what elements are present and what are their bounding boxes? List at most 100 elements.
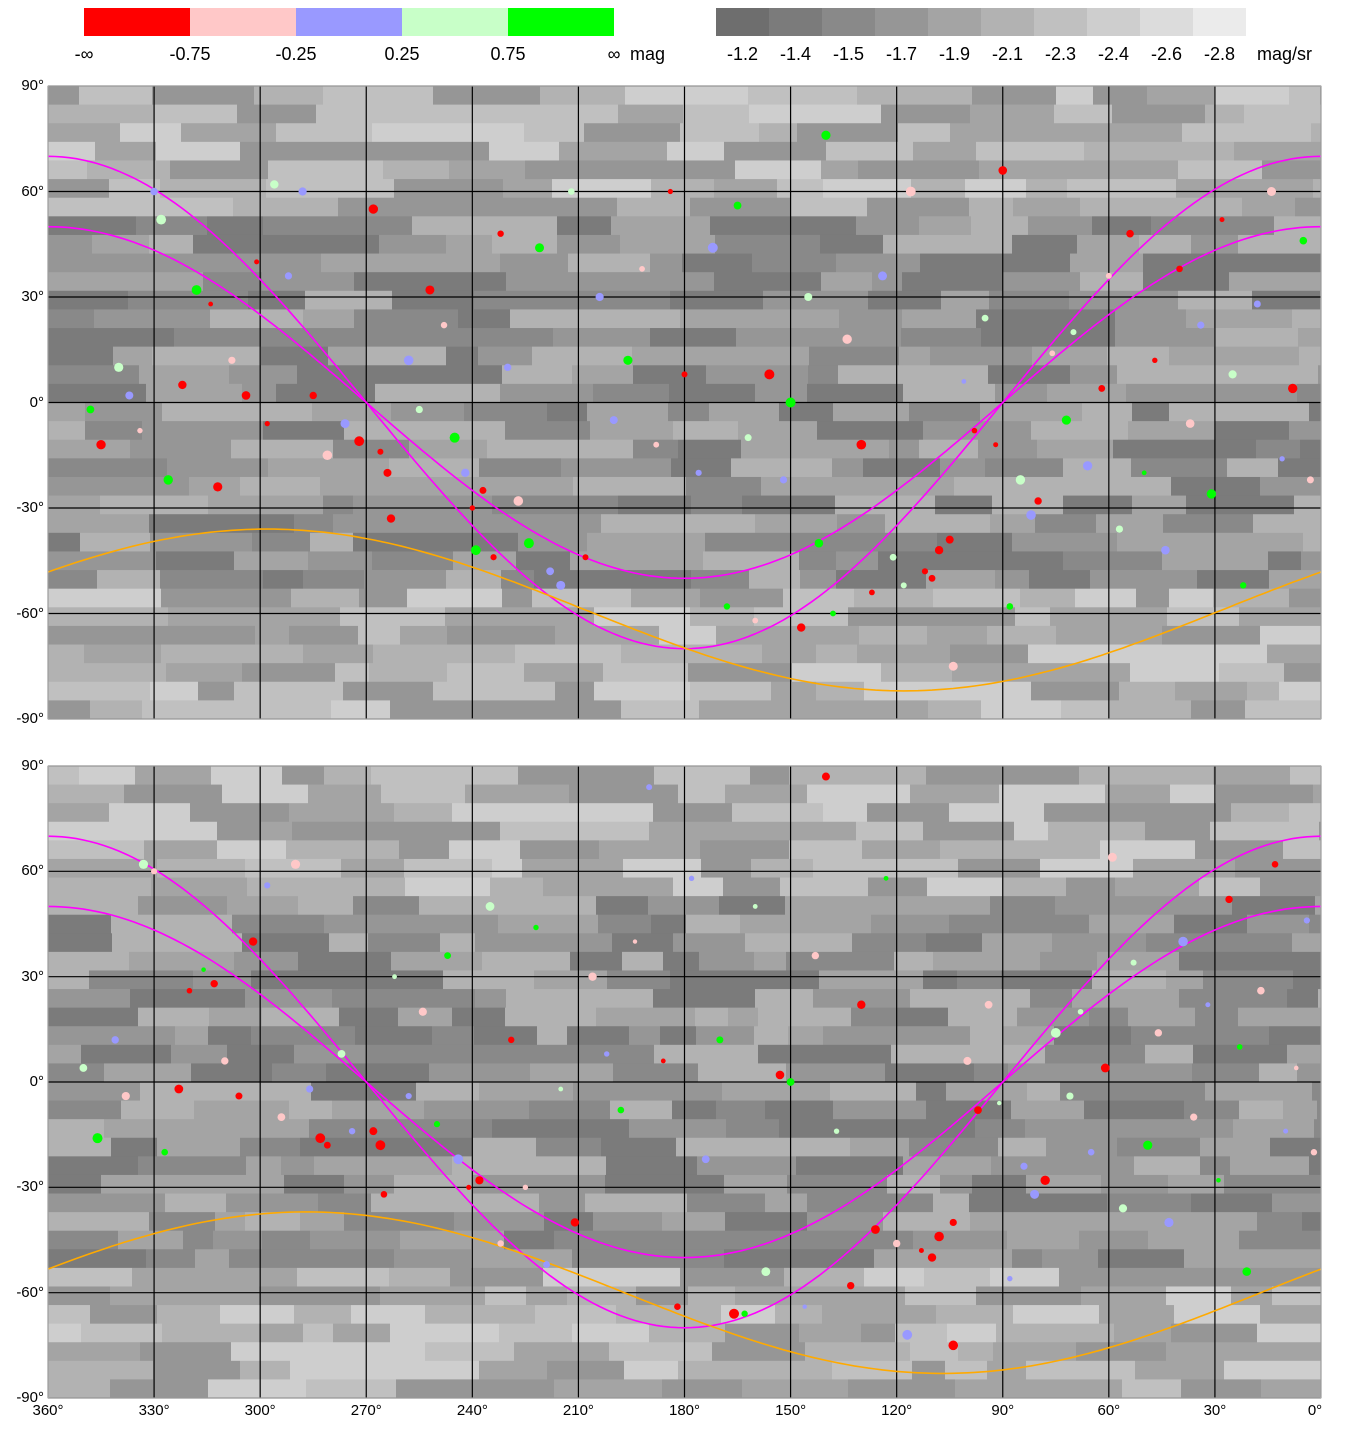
data-point (440, 321, 448, 329)
background-block (690, 681, 771, 701)
background-block (1115, 328, 1214, 348)
background-block (1092, 216, 1151, 236)
data-point (928, 574, 936, 582)
background-block (754, 1026, 788, 1046)
data-point (688, 875, 695, 882)
background-block (1059, 1267, 1132, 1287)
background-block (945, 1360, 987, 1380)
background-block (1293, 970, 1321, 990)
background-block (969, 197, 1013, 217)
background-block (150, 681, 198, 701)
background-block (723, 821, 788, 841)
data-point (1164, 1217, 1174, 1228)
background-block (310, 1230, 400, 1250)
background-block (991, 1156, 1094, 1176)
background-block (686, 914, 740, 934)
background-block (152, 86, 254, 106)
background-block (1191, 700, 1245, 720)
background-block (1174, 914, 1247, 934)
data-point (264, 882, 271, 889)
y-tick-label: 90° (21, 77, 44, 94)
background-block (237, 104, 316, 124)
data-point (1077, 1008, 1084, 1015)
background-block (1257, 1212, 1302, 1232)
background-block (1056, 86, 1093, 106)
background-block (762, 644, 816, 664)
background-block (514, 1342, 609, 1362)
background-block (1025, 840, 1100, 860)
background-block (878, 551, 923, 571)
background-block (48, 234, 92, 255)
background-block (1317, 1100, 1321, 1120)
background-block (606, 1156, 697, 1176)
background-block (1132, 402, 1169, 422)
background-block (1289, 803, 1321, 823)
background-block (452, 1156, 560, 1176)
background-block (1183, 766, 1213, 786)
background-block (926, 933, 982, 953)
background-block (207, 216, 263, 236)
background-block (309, 1119, 354, 1139)
background-block (833, 402, 909, 422)
background-block (568, 644, 621, 664)
background-block (1236, 1249, 1321, 1269)
background-block (927, 625, 987, 646)
background-block (633, 439, 678, 459)
background-block (1050, 607, 1103, 627)
data-point (948, 1340, 959, 1351)
background-block (354, 1156, 410, 1176)
background-block (365, 346, 446, 366)
background-block (1113, 439, 1173, 459)
background-block (1131, 458, 1227, 478)
background-block (1260, 1305, 1321, 1325)
background-block (1054, 104, 1112, 124)
data-point (857, 1000, 866, 1009)
brightness-tick-label: -2.6 (1150, 44, 1183, 64)
background-block (1224, 1174, 1284, 1195)
background-block (48, 896, 138, 916)
background-block (1186, 495, 1294, 515)
background-block (211, 766, 282, 786)
background-block (758, 1007, 851, 1027)
data-point (348, 1127, 356, 1135)
background-block (1063, 495, 1132, 515)
background-block (1247, 914, 1309, 934)
brightness-swatch (928, 8, 981, 36)
background-block (972, 1174, 1026, 1195)
background-block (750, 766, 789, 786)
background-block (154, 272, 203, 292)
background-block (535, 1305, 616, 1325)
background-block (593, 383, 669, 403)
background-block (1148, 1230, 1239, 1250)
background-block (957, 970, 1001, 990)
background-block (419, 253, 500, 273)
background-block (492, 234, 557, 255)
background-block (446, 234, 492, 255)
background-block (1169, 346, 1201, 366)
background-block (585, 766, 654, 786)
data-point (306, 1085, 314, 1093)
data-point (733, 201, 742, 210)
background-block (819, 970, 923, 990)
background-block (920, 86, 972, 106)
background-block (605, 1174, 676, 1195)
data-point (775, 1070, 785, 1080)
background-block (941, 290, 989, 310)
background-block (424, 1044, 481, 1064)
data-point (201, 967, 206, 972)
data-point (1034, 497, 1042, 505)
background-block (344, 421, 404, 441)
data-point (523, 538, 534, 549)
background-block (261, 346, 328, 366)
background-block (367, 840, 399, 860)
background-block (255, 625, 289, 646)
background-block (339, 1007, 398, 1027)
background-block (140, 1342, 231, 1362)
data-point (1257, 986, 1265, 995)
background-block (958, 1342, 993, 1362)
brightness-swatch (1034, 8, 1087, 36)
background-block (1013, 1305, 1099, 1325)
background-block (297, 607, 340, 627)
background-block (790, 197, 867, 217)
background-block (1145, 821, 1210, 841)
